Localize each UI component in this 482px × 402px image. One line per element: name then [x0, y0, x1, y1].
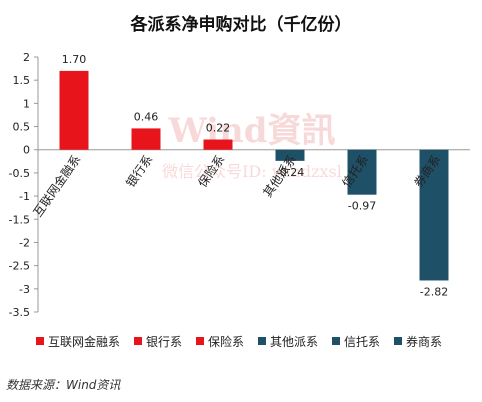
legend-swatch: [196, 337, 204, 345]
y-tick-label: -2.5: [9, 260, 30, 273]
bar: [419, 149, 449, 281]
legend-swatch: [394, 337, 402, 345]
data-label: -2.82: [420, 285, 448, 298]
y-tick-label: -1.5: [9, 213, 30, 226]
y-tick-label: -2: [19, 236, 30, 249]
legend-swatch: [258, 337, 266, 345]
watermark-main: Wind資訊: [168, 111, 336, 151]
legend-item: 其他派系: [270, 335, 318, 349]
y-tick-label: 0.5: [13, 121, 31, 134]
legend-swatch: [134, 337, 142, 345]
data-label: -0.24: [276, 166, 304, 179]
y-tick-label: -0.5: [9, 167, 30, 180]
y-tick-label: 1.5: [13, 74, 31, 87]
data-label: -0.97: [348, 200, 376, 213]
legend-item: 信托系: [344, 335, 380, 349]
data-labels: 1.70 0.46 0.22 -0.24 -0.97 -2.82: [62, 53, 448, 299]
data-label: 0.22: [206, 122, 231, 135]
y-tick-label: -3: [19, 283, 30, 296]
data-label: 0.46: [134, 110, 159, 123]
legend-swatch: [36, 337, 44, 345]
data-label: 1.70: [62, 53, 87, 66]
bar: [59, 70, 89, 150]
watermark-sub: 微信公众号ID: windzxsl: [162, 162, 342, 181]
category-label: 银行系: [123, 152, 155, 190]
legend-item: 保险系: [208, 334, 244, 349]
y-tick-label: -3.5: [9, 306, 30, 319]
watermark: Wind資訊 微信公众号ID: windzxsl: [162, 111, 342, 181]
legend-item: 券商系: [406, 334, 442, 349]
y-tick-label: 2: [23, 51, 30, 64]
bar: [203, 139, 233, 150]
legend-item: 互联网金融系: [48, 334, 120, 349]
y-axis: 2 1.5 1 0.5 0 -0.5 -1 -1.5 -2 -2.5 -3 -3.5: [9, 51, 470, 319]
y-tick-label: 0: [23, 144, 30, 157]
bar: [131, 128, 161, 150]
y-tick-label: -1: [19, 190, 30, 203]
chart-title: 各派系净申购对比（千亿份）: [130, 14, 352, 35]
legend-swatch: [332, 337, 340, 345]
legend-item: 银行系: [146, 335, 182, 349]
source-note: 数据来源：Wind资讯: [6, 378, 121, 392]
bar: [275, 149, 305, 161]
bar: [347, 149, 377, 195]
legend: 互联网金融系 银行系 保险系 其他派系 信托系 券商系: [36, 334, 442, 349]
bars: [59, 70, 449, 281]
y-tick-label: 1: [23, 97, 30, 110]
